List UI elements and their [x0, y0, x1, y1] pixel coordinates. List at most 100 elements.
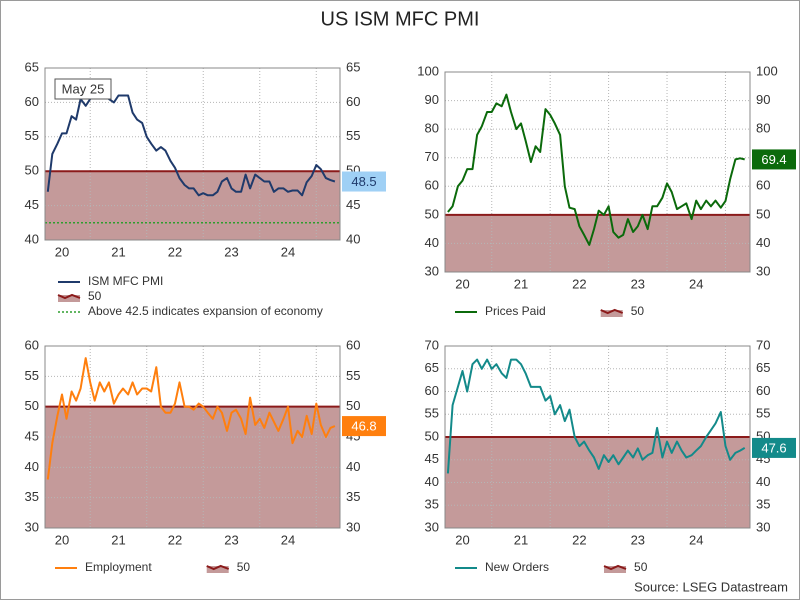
- y-tick-label: 50: [425, 206, 439, 221]
- x-tick-label: 22: [168, 244, 182, 259]
- x-tick-label: 22: [572, 276, 586, 291]
- x-tick-label: 23: [224, 532, 238, 547]
- y-tick-label: 55: [25, 128, 39, 143]
- y2-tick-label: 35: [756, 497, 770, 512]
- y-tick-label: 65: [25, 59, 39, 74]
- chart-panel: 3030404050506060707080809090100100202122…: [417, 63, 796, 318]
- y2-tick-label: 60: [756, 178, 770, 193]
- y2-tick-label: 40: [346, 231, 360, 246]
- x-tick-label: 24: [689, 276, 703, 291]
- series-group: [46, 357, 336, 480]
- y2-tick-label: 50: [346, 398, 360, 413]
- x-tick-label: 20: [55, 532, 69, 547]
- y-tick-label: 90: [425, 92, 439, 107]
- y2-tick-label: 30: [346, 519, 360, 534]
- x-tick-label: 21: [514, 276, 528, 291]
- y2-tick-label: 80: [756, 121, 770, 136]
- y-tick-label: 60: [425, 178, 439, 193]
- y-tick-label: 35: [25, 489, 39, 504]
- y2-tick-label: 40: [756, 235, 770, 250]
- series-group: [446, 358, 746, 474]
- legend-label: Employment: [85, 560, 152, 574]
- x-tick-label: 21: [514, 532, 528, 547]
- x-tick-label: 22: [168, 532, 182, 547]
- x-tick-label: 22: [572, 532, 586, 547]
- legend-swatch: [604, 566, 627, 573]
- last-value-box: [752, 149, 796, 170]
- legend-swatch: [600, 310, 623, 317]
- legend-swatch: [600, 308, 624, 315]
- y-tick-label: 50: [425, 428, 439, 443]
- reference-area: [445, 214, 750, 272]
- y-tick-label: 60: [25, 94, 39, 109]
- legend-swatch: [57, 293, 81, 300]
- reference-area: [445, 437, 750, 528]
- last-value-box: [752, 437, 796, 458]
- legend-swatch: [206, 566, 229, 573]
- legend-label: 50: [237, 560, 251, 574]
- chart-panel: 40 40 45 45 50 50 55 55 60 60 65 65 20 21 22 23 24 48.5 Ma…: [25, 59, 386, 318]
- y-tick-label: 45: [425, 451, 439, 466]
- y-tick-label: 55: [425, 406, 439, 421]
- x-tick-label: 20: [455, 532, 469, 547]
- last-value-label: 69.4: [761, 152, 786, 167]
- legend-label: 50: [88, 289, 102, 303]
- plot-frame: [44, 67, 341, 241]
- y-tick-label: 40: [425, 474, 439, 489]
- series-line: [447, 93, 745, 246]
- y-tick-label: 45: [25, 428, 39, 443]
- y2-tick-label: 60: [756, 383, 770, 398]
- y2-tick-label: 45: [346, 197, 360, 212]
- y2-tick-label: 60: [346, 337, 360, 352]
- series-group: [447, 93, 745, 246]
- legend-label: 50: [634, 560, 648, 574]
- y-tick-label: 70: [425, 337, 439, 352]
- y2-tick-label: 35: [346, 489, 360, 504]
- legend-swatch: [603, 564, 627, 571]
- x-tick-label: 24: [689, 532, 703, 547]
- y-tick-label: 40: [25, 459, 39, 474]
- y-tick-label: 70: [425, 149, 439, 164]
- y2-tick-label: 65: [346, 59, 360, 74]
- annotation-text: May 25: [62, 81, 105, 96]
- y-tick-label: 65: [425, 360, 439, 375]
- y-tick-label: 50: [25, 398, 39, 413]
- x-tick-label: 20: [455, 276, 469, 291]
- x-tick-label: 23: [224, 244, 238, 259]
- y2-tick-label: 90: [756, 92, 770, 107]
- y-tick-label: 55: [25, 368, 39, 383]
- y2-tick-label: 55: [756, 406, 770, 421]
- x-tick-label: 23: [631, 532, 645, 547]
- y2-tick-label: 30: [756, 263, 770, 278]
- last-value-box: [342, 416, 386, 437]
- legend-swatch: [58, 295, 80, 302]
- y2-tick-label: 55: [346, 128, 360, 143]
- y-tick-label: 30: [425, 519, 439, 534]
- y2-tick-label: 50: [756, 206, 770, 221]
- page-title: US ISM MFC PMI: [321, 8, 480, 30]
- legend-label: Prices Paid: [485, 304, 546, 318]
- series-line: [446, 358, 746, 474]
- plot-frame: [444, 71, 751, 273]
- y-tick-label: 50: [25, 163, 39, 178]
- legend-label: 50: [631, 304, 645, 318]
- y2-tick-label: 65: [756, 360, 770, 375]
- y2-tick-label: 60: [346, 94, 360, 109]
- y-tick-label: 35: [425, 497, 439, 512]
- y2-tick-label: 40: [346, 459, 360, 474]
- y2-tick-label: 30: [756, 519, 770, 534]
- y-tick-label: 45: [25, 197, 39, 212]
- chart-panel: 3030353540404545505055556060202122232446…: [25, 337, 386, 574]
- last-value-label: 48.5: [351, 174, 376, 189]
- last-value-label: 46.8: [351, 419, 376, 434]
- x-tick-label: 24: [281, 532, 295, 547]
- x-tick-label: 24: [281, 244, 295, 259]
- plot-frame: [444, 345, 751, 529]
- plot-frame: [44, 345, 341, 529]
- x-tick-label: 20: [55, 244, 69, 259]
- y2-tick-label: 40: [756, 474, 770, 489]
- y2-tick-label: 70: [756, 337, 770, 352]
- source-note: Source: LSEG Datastream: [634, 579, 788, 594]
